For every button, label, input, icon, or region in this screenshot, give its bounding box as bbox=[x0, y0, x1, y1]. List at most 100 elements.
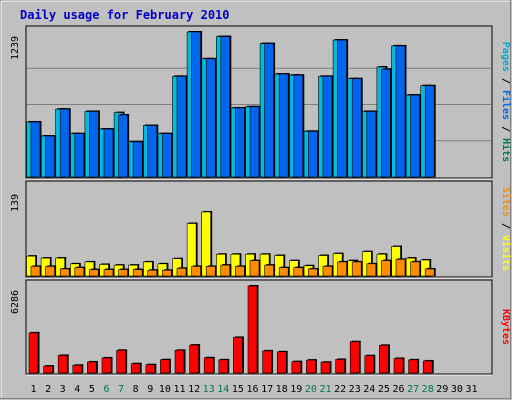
y-max-label: 6286 bbox=[10, 290, 21, 314]
x-tick-label-day-5: 5 bbox=[89, 384, 95, 395]
bar-files-day-10 bbox=[162, 133, 172, 178]
legend-entry-visits: Visits bbox=[500, 235, 512, 271]
legend-entry-kbytes: KBytes bbox=[500, 309, 511, 345]
bar-files-day-18 bbox=[278, 73, 289, 178]
bar-kbytes-day-16 bbox=[247, 285, 258, 374]
bar-kbytes-day-13 bbox=[203, 357, 214, 374]
bar-files-day-24 bbox=[366, 111, 377, 178]
x-tick-label-day-18: 18 bbox=[276, 384, 288, 395]
x-tick-label-day-31: 31 bbox=[465, 384, 477, 395]
x-tick-label-day-28: 28 bbox=[422, 384, 434, 395]
bar-files-day-21 bbox=[322, 76, 333, 178]
bar-kbytes-day-12 bbox=[189, 344, 199, 374]
x-tick-label-day-11: 11 bbox=[173, 384, 185, 395]
panel-kbytes: 6286 KBytes bbox=[10, 279, 511, 376]
bar-files-day-27 bbox=[410, 94, 420, 178]
bar-files-day-12 bbox=[191, 31, 201, 178]
bar-files-day-8 bbox=[132, 141, 143, 178]
bar-kbytes-day-2 bbox=[43, 365, 53, 374]
x-tick-label-day-21: 21 bbox=[319, 384, 331, 395]
bar-kbytes-day-28 bbox=[422, 360, 433, 374]
bar-sites-day-20 bbox=[308, 268, 318, 277]
bar-files-day-20 bbox=[308, 131, 318, 178]
bar-files-day-19 bbox=[293, 74, 304, 178]
bar-files-day-14 bbox=[220, 36, 231, 178]
bar-sites-day-14 bbox=[220, 264, 231, 277]
bar-sites-day-24 bbox=[366, 263, 377, 277]
bar-sites-day-10 bbox=[162, 269, 172, 277]
x-tick-label-day-27: 27 bbox=[407, 384, 419, 395]
bar-kbytes-day-23 bbox=[349, 341, 360, 374]
legend-hits-files-pages: Pages / Files / Hits bbox=[500, 42, 512, 162]
bar-files-day-3 bbox=[59, 108, 70, 178]
x-axis-labels: 1 2 3 4 5 6 7 8 9 10 11 12 13 14 15 16 17 18 19 20 21 22 23 24 2… bbox=[30, 384, 477, 395]
legend-entry-files: Files bbox=[500, 90, 512, 120]
bar-sites-day-23 bbox=[351, 261, 362, 277]
bar-sites-day-2 bbox=[45, 266, 55, 277]
bar-kbytes-day-6 bbox=[101, 357, 112, 374]
bar-sites-day-3 bbox=[59, 268, 70, 277]
x-tick-label-day-6: 6 bbox=[103, 384, 109, 395]
bar-kbytes-day-18 bbox=[276, 351, 287, 374]
x-tick-label-day-14: 14 bbox=[217, 384, 229, 395]
chart-title: Daily usage for February 2010 bbox=[20, 8, 230, 22]
x-tick-label-day-20: 20 bbox=[305, 384, 317, 395]
bar-sites-day-6 bbox=[103, 269, 114, 277]
x-tick-label-day-24: 24 bbox=[363, 384, 375, 395]
bar-files-day-16 bbox=[249, 106, 260, 178]
x-tick-label-day-4: 4 bbox=[74, 384, 80, 395]
bar-sites-day-16 bbox=[249, 260, 260, 277]
legend-separator: / bbox=[500, 72, 511, 90]
bar-kbytes-day-19 bbox=[291, 361, 302, 374]
bar-kbytes-day-27 bbox=[408, 359, 418, 374]
x-tick-label-day-2: 2 bbox=[45, 384, 51, 395]
bar-kbytes-day-7 bbox=[116, 350, 126, 374]
x-tick-label-day-17: 17 bbox=[261, 384, 273, 395]
bar-sites-day-19 bbox=[293, 267, 304, 277]
bar-sites-day-11 bbox=[176, 268, 187, 277]
bar-sites-day-8 bbox=[132, 269, 143, 277]
bar-files-day-28 bbox=[424, 85, 435, 178]
bar-sites-day-12 bbox=[191, 266, 201, 277]
bar-files-day-17 bbox=[264, 43, 274, 178]
x-tick-label-day-29: 29 bbox=[436, 384, 448, 395]
bar-sites-day-26 bbox=[395, 259, 406, 277]
bar-files-day-22 bbox=[337, 39, 347, 178]
bar-kbytes-day-26 bbox=[393, 358, 404, 374]
x-tick-label-day-22: 22 bbox=[334, 384, 346, 395]
x-tick-label-day-16: 16 bbox=[246, 384, 258, 395]
bar-sites-day-17 bbox=[264, 264, 274, 277]
bar-kbytes-day-14 bbox=[218, 359, 229, 374]
x-tick-label-day-15: 15 bbox=[232, 384, 244, 395]
bar-kbytes-day-9 bbox=[145, 364, 156, 374]
legend-kbytes: KBytes bbox=[500, 309, 511, 345]
bar-kbytes-day-15 bbox=[233, 337, 243, 374]
bar-sites-day-15 bbox=[235, 266, 245, 277]
bar-files-day-23 bbox=[351, 78, 362, 178]
y-max-label: 139 bbox=[10, 194, 21, 212]
bar-kbytes-day-4 bbox=[72, 364, 83, 374]
y-max-label: 1239 bbox=[10, 36, 21, 60]
bar-kbytes-day-11 bbox=[174, 350, 185, 374]
bar-files-day-2 bbox=[45, 135, 55, 178]
bar-kbytes-day-1 bbox=[28, 332, 39, 374]
bar-sites-day-27 bbox=[410, 261, 420, 277]
bar-files-day-25 bbox=[381, 69, 391, 178]
bar-sites-day-21 bbox=[322, 266, 333, 277]
bar-files-day-4 bbox=[74, 133, 85, 178]
x-tick-label-day-1: 1 bbox=[30, 384, 36, 395]
bar-kbytes-day-3 bbox=[57, 355, 68, 374]
bar-files-day-13 bbox=[205, 58, 216, 178]
bar-sites-day-25 bbox=[381, 260, 391, 277]
bar-sites-day-22 bbox=[337, 261, 347, 277]
bar-sites-day-28 bbox=[424, 268, 435, 277]
bar-sites-day-5 bbox=[89, 269, 99, 277]
bar-kbytes-day-17 bbox=[262, 350, 272, 374]
bar-kbytes-day-25 bbox=[379, 345, 389, 374]
bar-files-day-9 bbox=[147, 125, 158, 178]
bar-files-day-6 bbox=[103, 128, 114, 178]
bar-sites-day-18 bbox=[278, 267, 289, 277]
x-tick-label-day-10: 10 bbox=[159, 384, 171, 395]
